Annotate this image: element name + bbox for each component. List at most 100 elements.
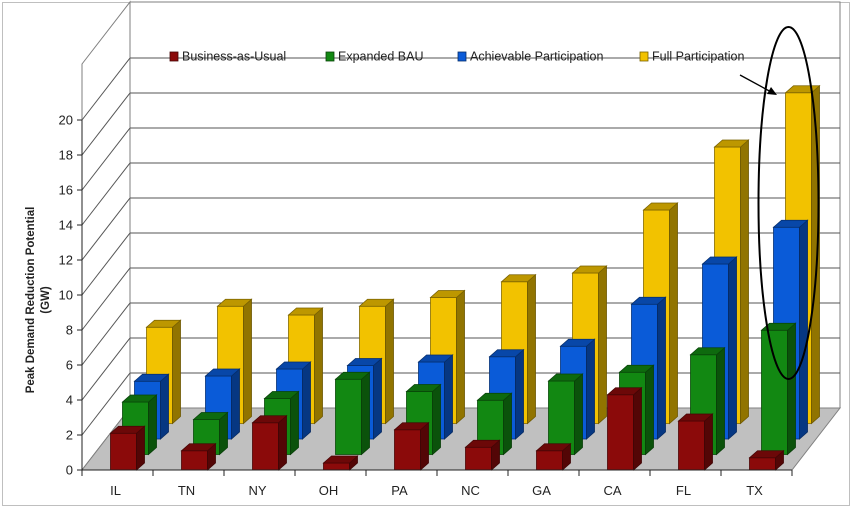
y-tick-label: 12 — [59, 253, 73, 268]
bar-side — [598, 265, 607, 425]
bar-front — [678, 420, 705, 471]
y-axis-title: Peak Demand Reduction Potential (GW) — [25, 207, 52, 394]
bar — [760, 322, 797, 456]
bar-top — [204, 368, 241, 377]
bar-side — [645, 364, 654, 456]
bar-top — [606, 387, 643, 396]
bar-top — [701, 256, 738, 265]
bar-top — [547, 373, 584, 382]
bar-side — [361, 371, 370, 456]
bar-top — [216, 298, 253, 307]
bar-side — [456, 289, 465, 425]
x-tick-label: PA — [391, 483, 408, 498]
bar-side — [704, 413, 713, 471]
bar-side — [787, 322, 796, 456]
bar-top — [180, 443, 217, 452]
bar-side — [716, 346, 725, 456]
bar-front — [323, 462, 350, 471]
bar-side — [420, 421, 429, 471]
bar-front — [252, 422, 279, 471]
bar-side — [136, 425, 145, 471]
y-tick-label: 10 — [59, 288, 73, 303]
bar-side — [278, 414, 287, 471]
bar-top — [358, 298, 395, 307]
y-tick-label: 2 — [66, 428, 73, 443]
bar-top — [263, 391, 300, 399]
bar-side — [302, 361, 311, 440]
bar — [547, 373, 584, 456]
bar-side — [728, 256, 737, 440]
bar-side — [586, 338, 595, 440]
y-tick-label: 0 — [66, 463, 73, 478]
bar-top — [476, 392, 513, 401]
bar-top — [772, 219, 809, 228]
bar-side — [290, 390, 299, 456]
bar-top — [287, 307, 324, 316]
y-tick-label: 18 — [59, 148, 73, 163]
x-tick-label: OH — [319, 483, 339, 498]
bar-front — [607, 394, 634, 471]
y-axis-title-line: Peak Demand Reduction Potential — [25, 207, 37, 394]
bar-side — [231, 368, 240, 440]
bar-top — [145, 319, 182, 328]
bar-side — [243, 298, 252, 425]
legend-swatch — [169, 51, 179, 62]
bar — [393, 421, 430, 471]
x-tick-label: GA — [532, 483, 551, 498]
y-tick-label: 16 — [59, 183, 73, 198]
legend-swatch — [325, 51, 335, 62]
legend: Business-as-Usual Expanded BAU Achievable … — [169, 50, 744, 64]
bar — [464, 439, 501, 471]
bar — [748, 449, 785, 471]
bar-side — [373, 357, 382, 440]
bar — [180, 442, 217, 471]
legend-item: Business-as-Usual — [169, 50, 286, 64]
bar-top — [488, 349, 525, 358]
bar-top — [571, 265, 608, 274]
gridline-side — [81, 197, 131, 261]
bar-top — [500, 274, 537, 283]
bar-top — [618, 364, 655, 373]
y-tick-label: 14 — [59, 218, 73, 233]
x-tick-label: TX — [746, 483, 763, 498]
legend-swatch — [639, 51, 649, 62]
axes: 0 2 4 6 8 10 12 14 16 18 20 IL TN NY OH PA NC GA CA FL TX Pea… — [25, 113, 793, 498]
gridline-side — [81, 372, 131, 436]
bar-top — [192, 412, 229, 420]
bar-front — [536, 450, 563, 471]
bar-top — [464, 439, 501, 448]
x-tick-label: IL — [110, 483, 121, 498]
bar — [606, 386, 643, 471]
legend-label: Achievable Participation — [470, 50, 603, 64]
bar-front — [335, 378, 362, 455]
bar-top — [275, 361, 312, 370]
x-tick-label: TN — [178, 483, 195, 498]
bar-side — [657, 296, 666, 440]
bar-top — [121, 394, 158, 403]
bar — [251, 414, 288, 471]
side-wall — [81, 0, 131, 472]
bar-side — [515, 348, 524, 440]
legend-label: Full Participation — [652, 50, 744, 64]
gridline-side — [81, 302, 131, 366]
bar-top — [405, 384, 442, 392]
gridline-side — [81, 232, 131, 296]
bar-side — [444, 354, 453, 440]
legend-item: Achievable Participation — [457, 50, 603, 64]
legend-label: Business-as-Usual — [182, 50, 286, 64]
bar-top — [346, 358, 383, 366]
bar-top — [429, 290, 466, 298]
y-axis-title-line: (GW) — [40, 286, 52, 314]
bar-top — [748, 450, 785, 459]
highlight-ellipse — [757, 26, 820, 380]
legend-label: Expanded BAU — [338, 50, 423, 64]
x-tick-label: CA — [603, 483, 621, 498]
legend-item: Full Participation — [639, 50, 744, 64]
bar-top — [322, 455, 359, 464]
bar-side — [527, 273, 536, 425]
bar-side — [503, 392, 512, 456]
bar-top — [393, 422, 430, 431]
bar-side — [314, 307, 323, 425]
gridline-side — [81, 337, 131, 401]
